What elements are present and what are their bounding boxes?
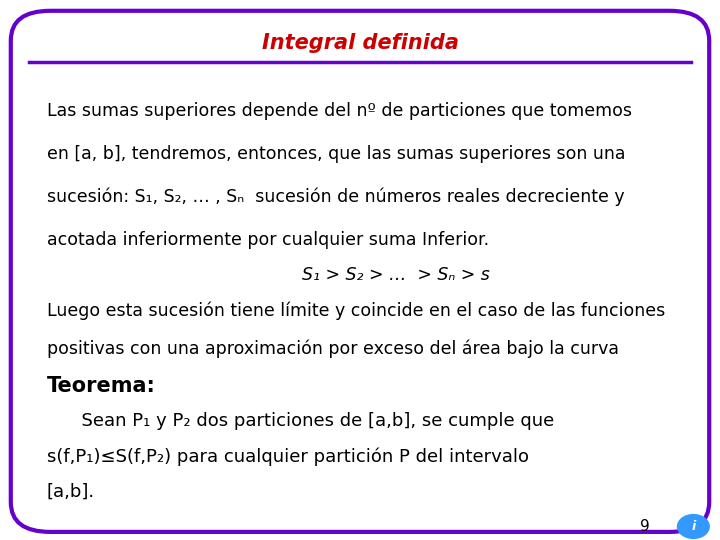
Text: i: i — [691, 520, 696, 533]
Text: [a,b].: [a,b]. — [47, 482, 95, 501]
Text: sucesión: S₁, S₂, … , Sₙ  sucesión de números reales decreciente y: sucesión: S₁, S₂, … , Sₙ sucesión de núm… — [47, 188, 624, 206]
Text: acotada inferiormente por cualquier suma Inferior.: acotada inferiormente por cualquier suma… — [47, 231, 489, 249]
FancyBboxPatch shape — [11, 11, 709, 532]
Text: en [a, b], tendremos, entonces, que las sumas superiores son una: en [a, b], tendremos, entonces, que las … — [47, 145, 625, 163]
Text: Luego esta sucesión tiene límite y coincide en el caso de las funciones: Luego esta sucesión tiene límite y coinc… — [47, 301, 665, 320]
Text: 9: 9 — [639, 519, 649, 534]
Text: Integral definida: Integral definida — [261, 33, 459, 53]
Text: s(f,P₁)≤S(f,P₂) para cualquier partición P del intervalo: s(f,P₁)≤S(f,P₂) para cualquier partición… — [47, 447, 528, 465]
Text: Sean P₁ y P₂ dos particiones de [a,b], se cumple que: Sean P₁ y P₂ dos particiones de [a,b], s… — [47, 412, 554, 430]
Text: Teorema:: Teorema: — [47, 376, 156, 396]
Text: S₁ > S₂ > …  > Sₙ > s: S₁ > S₂ > … > Sₙ > s — [302, 266, 490, 285]
Circle shape — [678, 515, 709, 538]
Text: positivas con una aproximación por exceso del área bajo la curva: positivas con una aproximación por exces… — [47, 339, 618, 357]
Text: Las sumas superiores depende del nº de particiones que tomemos: Las sumas superiores depende del nº de p… — [47, 102, 632, 120]
